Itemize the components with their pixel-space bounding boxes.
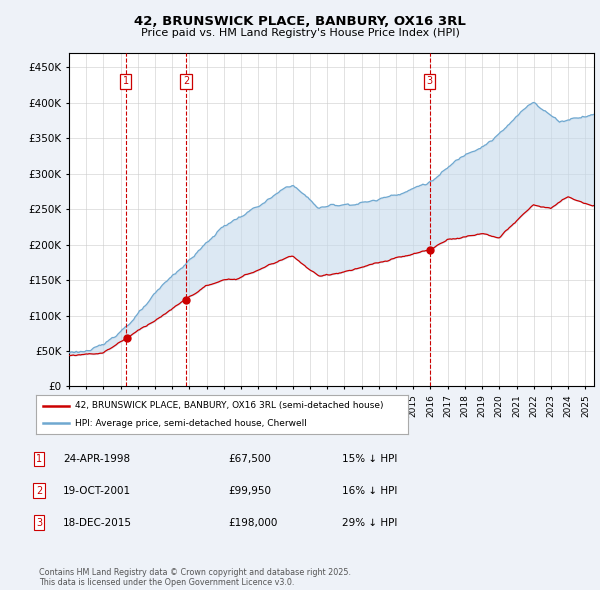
Text: 18-DEC-2015: 18-DEC-2015 [63,518,132,527]
Text: 29% ↓ HPI: 29% ↓ HPI [342,518,397,527]
Text: 3: 3 [36,518,42,527]
Text: 16% ↓ HPI: 16% ↓ HPI [342,486,397,496]
Text: 24-APR-1998: 24-APR-1998 [63,454,130,464]
Text: 3: 3 [427,77,433,87]
Text: 1: 1 [36,454,42,464]
Text: 42, BRUNSWICK PLACE, BANBURY, OX16 3RL: 42, BRUNSWICK PLACE, BANBURY, OX16 3RL [134,15,466,28]
Text: £67,500: £67,500 [228,454,271,464]
Text: 42, BRUNSWICK PLACE, BANBURY, OX16 3RL (semi-detached house): 42, BRUNSWICK PLACE, BANBURY, OX16 3RL (… [75,401,383,410]
Text: 19-OCT-2001: 19-OCT-2001 [63,486,131,496]
Text: 2: 2 [183,77,189,87]
Text: 1: 1 [123,77,129,87]
Text: £198,000: £198,000 [228,518,277,527]
Text: Price paid vs. HM Land Registry's House Price Index (HPI): Price paid vs. HM Land Registry's House … [140,28,460,38]
Text: £99,950: £99,950 [228,486,271,496]
Text: HPI: Average price, semi-detached house, Cherwell: HPI: Average price, semi-detached house,… [75,419,307,428]
Text: 15% ↓ HPI: 15% ↓ HPI [342,454,397,464]
Text: 2: 2 [36,486,42,496]
Text: Contains HM Land Registry data © Crown copyright and database right 2025.
This d: Contains HM Land Registry data © Crown c… [39,568,351,587]
